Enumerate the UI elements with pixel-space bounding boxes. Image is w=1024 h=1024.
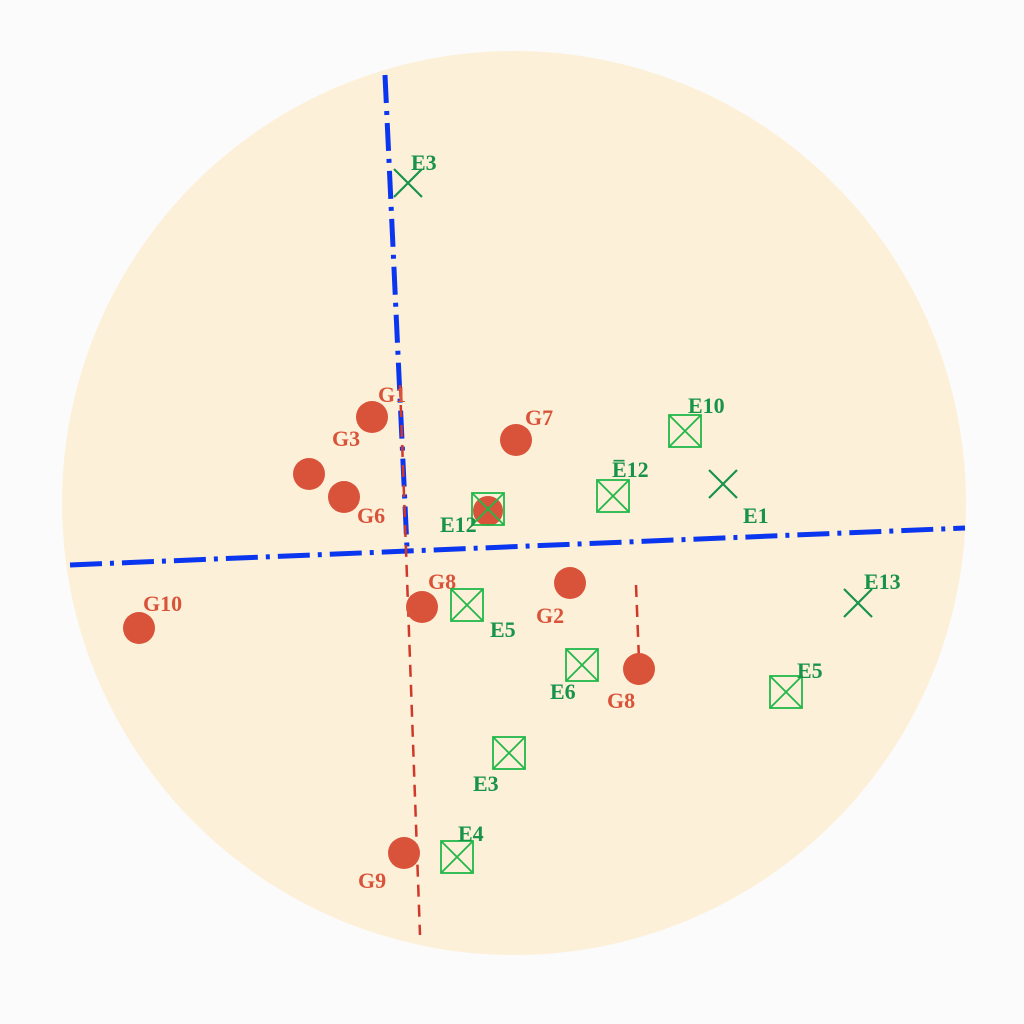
axis-line-horizontal	[69, 525, 966, 568]
marker-box	[565, 648, 599, 682]
marker-label: E1	[743, 503, 769, 528]
marker-cross	[565, 648, 599, 682]
data-point	[473, 496, 503, 526]
marker-label: E12	[440, 512, 477, 537]
point-label: G7	[525, 405, 553, 430]
data-point	[123, 612, 155, 644]
marker-label: E3	[473, 771, 499, 796]
data-point	[388, 837, 420, 869]
marker-cross	[668, 414, 702, 448]
x-icon	[708, 469, 738, 499]
marker-label: E13	[864, 569, 901, 594]
marker-label: E10	[688, 393, 725, 418]
boxed-x-icon	[471, 492, 505, 526]
boxed-x-icon	[668, 414, 702, 448]
net-circle	[62, 51, 966, 955]
trace-line	[398, 384, 422, 936]
point-label: G3	[332, 426, 360, 451]
point-label: G1	[378, 382, 406, 407]
point-label: G2	[536, 603, 564, 628]
marker-box	[668, 414, 702, 448]
marker-box	[596, 479, 630, 513]
boxed-x-icon	[596, 479, 630, 513]
data-point	[554, 567, 586, 599]
point-label: G9	[358, 868, 386, 893]
x-icon	[393, 168, 423, 198]
data-point	[356, 401, 388, 433]
boxed-x-icon	[492, 736, 526, 770]
data-point	[293, 458, 325, 490]
boxed-x-icon	[565, 648, 599, 682]
boxed-x-icon	[440, 840, 474, 874]
data-point	[328, 481, 360, 513]
marker-label: E6	[550, 679, 576, 704]
point-label: G6	[357, 503, 385, 528]
data-point	[500, 424, 532, 456]
data-point	[406, 591, 438, 623]
marker-cross	[596, 479, 630, 513]
boxed-x-icon	[450, 588, 484, 622]
trace-line	[634, 584, 641, 661]
marker-cross	[440, 840, 474, 874]
marker-box	[492, 736, 526, 770]
marker-label: E5	[490, 617, 516, 642]
marker-box	[450, 588, 484, 622]
point-label: G8	[607, 688, 635, 713]
marker-label: E4	[458, 821, 484, 846]
data-point	[623, 653, 655, 685]
marker-cross	[492, 736, 526, 770]
point-label: G10	[143, 591, 182, 616]
marker-box	[471, 492, 505, 526]
boxed-x-icon	[769, 675, 803, 709]
marker-label: E5	[797, 658, 823, 683]
marker-cross	[471, 492, 505, 526]
marker-label: E̅12	[612, 457, 649, 482]
marker-cross	[450, 588, 484, 622]
x-icon	[843, 588, 873, 618]
marker-box	[440, 840, 474, 874]
marker-cross	[769, 675, 803, 709]
marker-label: E3	[411, 150, 437, 175]
marker-box	[769, 675, 803, 709]
